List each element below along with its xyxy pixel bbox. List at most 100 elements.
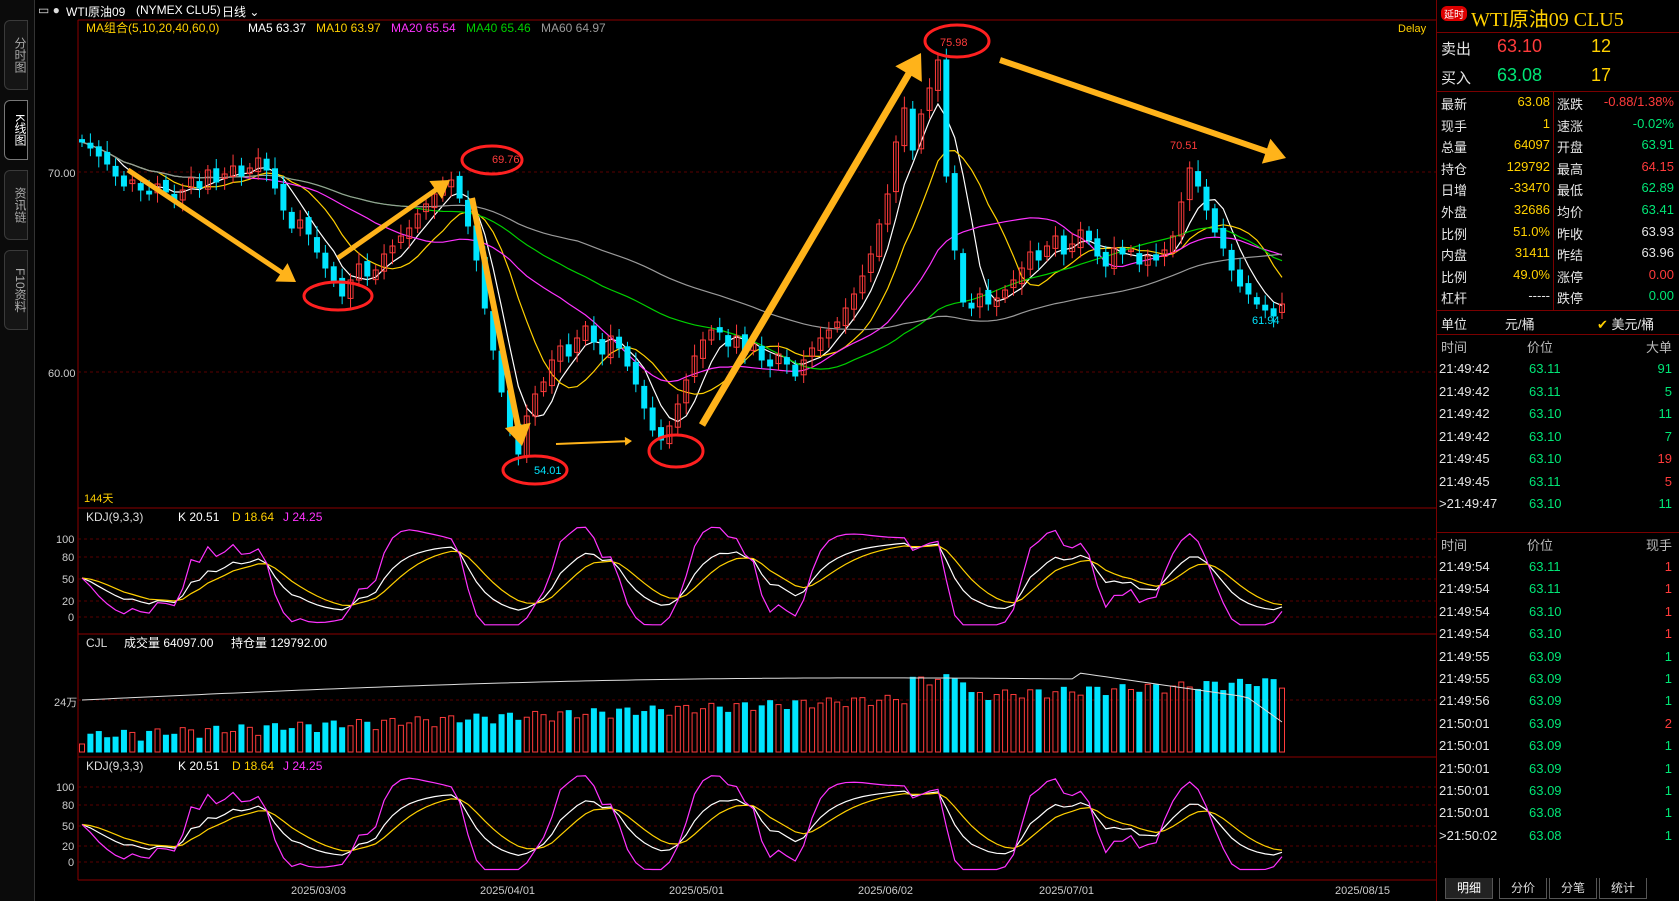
unit-usd[interactable]: ✔ 美元/桶 [1597, 317, 1655, 332]
candle-body [624, 346, 631, 367]
candle-body [691, 355, 698, 377]
table-row[interactable]: 21:49:55 63.09 1 [1437, 668, 1679, 690]
row-volume: 1 [1664, 693, 1672, 709]
kdj2-label[interactable]: KDJ(9,3,3) [86, 759, 143, 773]
cjl-label[interactable]: CJL [86, 636, 108, 650]
volume-bar [381, 719, 388, 753]
price-axis-label-60: 60.00 [48, 368, 76, 380]
volume-bar [616, 708, 623, 753]
cjl-open-interest: 持仓量 129792.00 [231, 635, 327, 650]
candle-body [397, 235, 404, 243]
panel-tab-1[interactable]: 明细 [1445, 878, 1493, 899]
table-row[interactable]: 21:49:42 63.10 7 [1437, 426, 1679, 449]
buy-price: 63.08 [1497, 65, 1543, 85]
volume-bar [439, 716, 446, 753]
table-row[interactable]: 21:49:42 63.11 5 [1437, 381, 1679, 404]
volume-bar [506, 712, 513, 753]
stat-label: 现手 [1441, 118, 1468, 134]
candle-body [1027, 251, 1034, 270]
window-icons[interactable]: ▭ ● [38, 3, 60, 17]
volume-bar [867, 704, 874, 753]
kdj-k-line [81, 790, 1283, 856]
stat-value: -0.02% [1632, 115, 1674, 131]
table-row[interactable]: 21:49:42 63.10 11 [1437, 403, 1679, 426]
row-volume: 1 [1664, 648, 1672, 664]
period-selector[interactable]: 日线 ⌄ [222, 5, 260, 19]
table-row[interactable]: 21:50:01 63.09 1 [1437, 780, 1679, 802]
ma-combo-label[interactable]: MA组合(5,10,20,40,60,0) [86, 20, 219, 35]
table-row[interactable]: 21:49:45 63.11 5 [1437, 471, 1679, 494]
candle-body [918, 113, 925, 150]
stat-value: 64.15 [1641, 158, 1674, 174]
candle-body [1127, 249, 1134, 253]
stat-label: 涨停 [1557, 269, 1584, 285]
volume-bar [120, 729, 127, 753]
table-header: 大单 [1645, 340, 1672, 355]
table-row[interactable]: 21:49:54 63.11 1 [1437, 556, 1679, 578]
volume-bar [632, 714, 639, 753]
table-row[interactable]: 21:49:42 63.11 91 [1437, 358, 1679, 381]
volume-bar [154, 728, 161, 753]
unit-cny[interactable]: 元/桶 [1505, 317, 1535, 332]
row-volume: 11 [1658, 496, 1673, 511]
stat-label: 跌停 [1557, 291, 1584, 307]
table-row[interactable]: 21:49:54 63.10 1 [1437, 601, 1679, 623]
table-row[interactable]: 21:50:01 63.09 1 [1437, 735, 1679, 757]
candle-body [876, 223, 883, 257]
left-tab-bar: 分时图 K线图 资讯链 F10资料 [0, 0, 35, 901]
kdj1-tick: 100 [56, 534, 74, 546]
panel-tab-4[interactable]: 统计 [1599, 878, 1647, 899]
panel-tab-2[interactable]: 分价 [1499, 878, 1547, 899]
volume-bar [624, 707, 631, 753]
candle-body [347, 279, 354, 299]
row-volume: 19 [1657, 451, 1672, 466]
candle-body [1094, 238, 1101, 257]
table-row[interactable]: 21:49:55 63.09 1 [1437, 646, 1679, 668]
kline-chart[interactable]: 69.76 54.01 75.98 70.51 61.94 70.00 60.00 20… [38, 0, 1436, 901]
candle-body [1270, 308, 1277, 317]
kdj-j-line [81, 775, 1283, 871]
volume-bar [1077, 694, 1084, 753]
volume-bar [767, 700, 774, 753]
table-row[interactable]: 21:50:01 63.09 2 [1437, 713, 1679, 735]
candle-body [758, 345, 765, 361]
tick-detail-table: 时间 价位 现手 21:49:54 63.11 1 21:49:54 63.11 1 21:49:… [1437, 534, 1679, 874]
chevron-down-icon: ⌄ [246, 5, 260, 19]
panel-tab-3[interactable]: 分笔 [1549, 878, 1597, 899]
table-row[interactable]: 21:49:45 63.10 19 [1437, 448, 1679, 471]
volume-bar [1127, 689, 1134, 753]
row-time: 21:49:45 [1439, 473, 1490, 489]
table-row[interactable]: >21:49:47 63.10 11 [1437, 493, 1679, 516]
table-row[interactable]: 21:50:01 63.08 1 [1437, 802, 1679, 824]
tab-f10[interactable]: F10资料 [4, 250, 28, 330]
candle-body [532, 393, 539, 417]
volume-bar [918, 676, 925, 753]
candle-body [1136, 253, 1143, 265]
table-row[interactable]: 21:49:56 63.09 1 [1437, 690, 1679, 712]
price-annotation: 61.94 [1252, 315, 1280, 327]
row-time: 21:49:54 [1439, 581, 1490, 597]
volume-bar [666, 714, 673, 753]
table-row[interactable]: >21:50:02 63.08 1 [1437, 825, 1679, 847]
tab-timeshare[interactable]: 分时图 [4, 20, 28, 90]
volume-bar [431, 726, 438, 753]
table-row[interactable]: 21:50:01 63.09 1 [1437, 758, 1679, 780]
candle-body [1237, 269, 1244, 287]
volume-bar [1178, 681, 1185, 753]
candle-body [733, 335, 740, 348]
buy-label: 买入 [1441, 70, 1472, 87]
tab-news[interactable]: 资讯链 [4, 170, 28, 240]
volume-bar [221, 732, 228, 753]
kdj1-tick: 50 [62, 574, 74, 586]
kdj1-label[interactable]: KDJ(9,3,3) [86, 510, 143, 524]
volume-bar [532, 710, 539, 753]
kdj2-k: K 20.51 [178, 759, 220, 773]
volume-bar [582, 713, 589, 753]
stat-label: 均价 [1557, 205, 1584, 220]
table-row[interactable]: 21:49:54 63.10 1 [1437, 623, 1679, 645]
tab-kline[interactable]: K线图 [4, 100, 28, 160]
table-row[interactable]: 21:49:54 63.11 1 [1437, 578, 1679, 600]
kdj2-j: J 24.25 [283, 759, 323, 773]
kdj1-tick: 80 [62, 552, 74, 564]
candle-body [775, 353, 782, 365]
